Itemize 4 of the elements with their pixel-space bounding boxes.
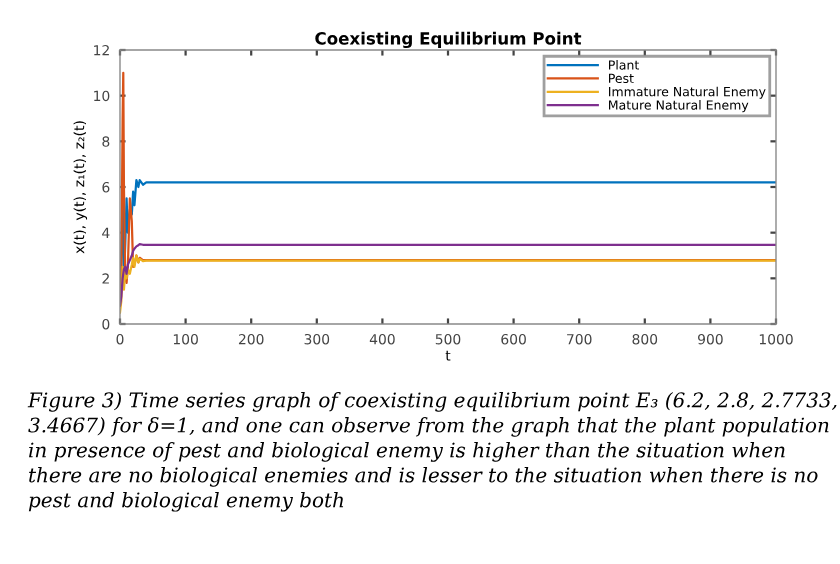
line-series <box>120 242 776 307</box>
chart-title: Coexisting Equilibrium Point <box>315 31 582 49</box>
line-series <box>120 254 776 314</box>
caption: Figure 3) Time series graph of coexisting equilibrium point E₃ (6.2, 2.8, 2.7733, 3.4667) for δ=1, and one can observe from the graph that the plant population in presence of pest and biological enemy is higher than the situation when there are no biological enemies and is lesser to the situation when there is no pest and biological enemy both <box>27 392 837 512</box>
